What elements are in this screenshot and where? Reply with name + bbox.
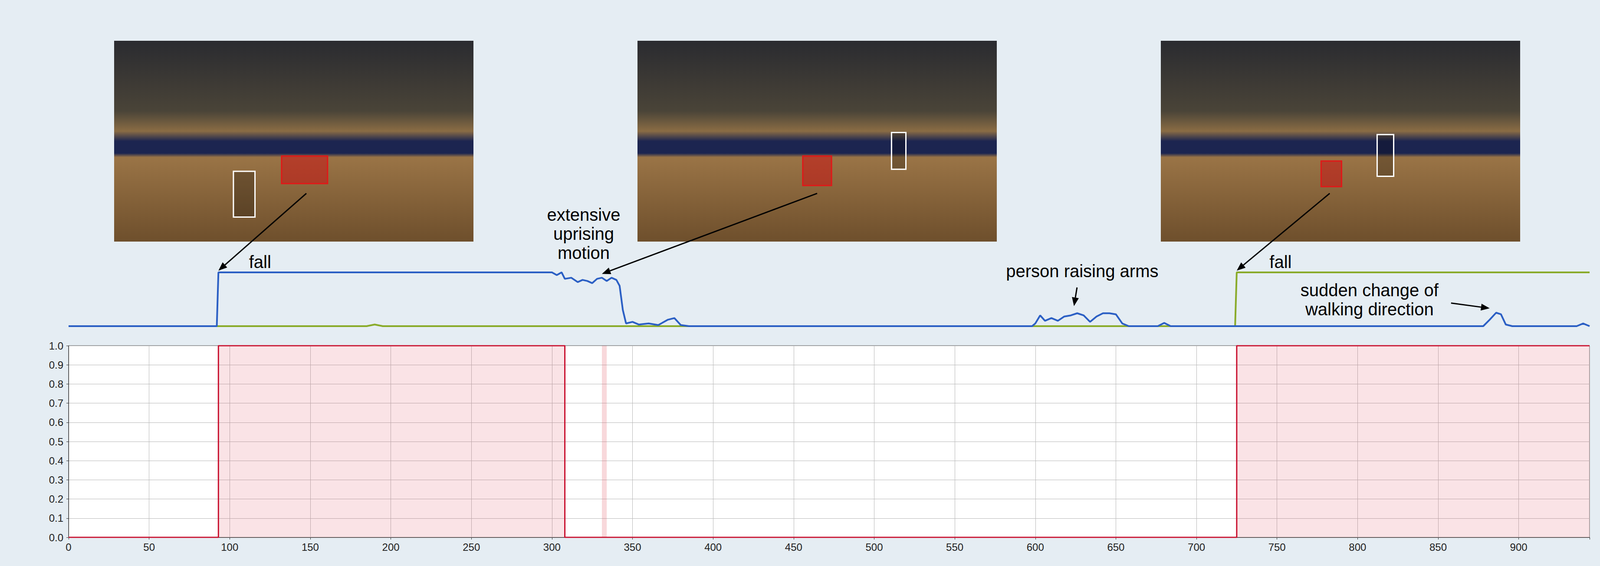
svg-text:0.4: 0.4 — [49, 455, 64, 467]
svg-text:450: 450 — [785, 541, 803, 554]
svg-text:0: 0 — [65, 541, 72, 554]
svg-text:700: 700 — [1187, 541, 1206, 554]
svg-text:250: 250 — [462, 541, 480, 554]
svg-text:0.7: 0.7 — [49, 397, 64, 410]
svg-text:400: 400 — [704, 541, 722, 554]
svg-text:50: 50 — [143, 541, 155, 554]
svg-text:550: 550 — [946, 541, 964, 554]
svg-text:0.9: 0.9 — [49, 359, 64, 372]
svg-text:0.0: 0.0 — [49, 532, 64, 544]
svg-text:fall: fall — [249, 252, 272, 272]
svg-text:750: 750 — [1268, 541, 1286, 554]
svg-text:650: 650 — [1107, 541, 1125, 554]
svg-text:0.6: 0.6 — [49, 416, 64, 429]
svg-text:0.8: 0.8 — [49, 378, 64, 391]
svg-text:sudden change of: sudden change of — [1300, 280, 1440, 300]
svg-text:600: 600 — [1026, 541, 1045, 554]
svg-text:850: 850 — [1429, 541, 1447, 554]
svg-text:500: 500 — [865, 541, 883, 554]
svg-text:100: 100 — [220, 541, 239, 554]
svg-text:1.0: 1.0 — [49, 340, 64, 352]
svg-text:0.1: 0.1 — [49, 512, 64, 525]
svg-text:0.3: 0.3 — [49, 474, 64, 487]
svg-text:motion: motion — [557, 243, 610, 263]
svg-text:800: 800 — [1348, 541, 1367, 554]
svg-text:300: 300 — [543, 541, 561, 554]
svg-text:walking direction: walking direction — [1304, 299, 1434, 319]
svg-text:900: 900 — [1510, 541, 1528, 554]
svg-text:fall: fall — [1269, 252, 1292, 272]
svg-text:150: 150 — [301, 541, 319, 554]
svg-text:0.2: 0.2 — [49, 493, 64, 506]
svg-text:0.5: 0.5 — [49, 436, 64, 448]
svg-text:200: 200 — [382, 541, 400, 554]
svg-text:extensive: extensive — [546, 205, 621, 225]
svg-text:person raising arms: person raising arms — [1005, 261, 1159, 281]
svg-text:350: 350 — [623, 541, 641, 554]
svg-text:uprising: uprising — [553, 224, 615, 244]
